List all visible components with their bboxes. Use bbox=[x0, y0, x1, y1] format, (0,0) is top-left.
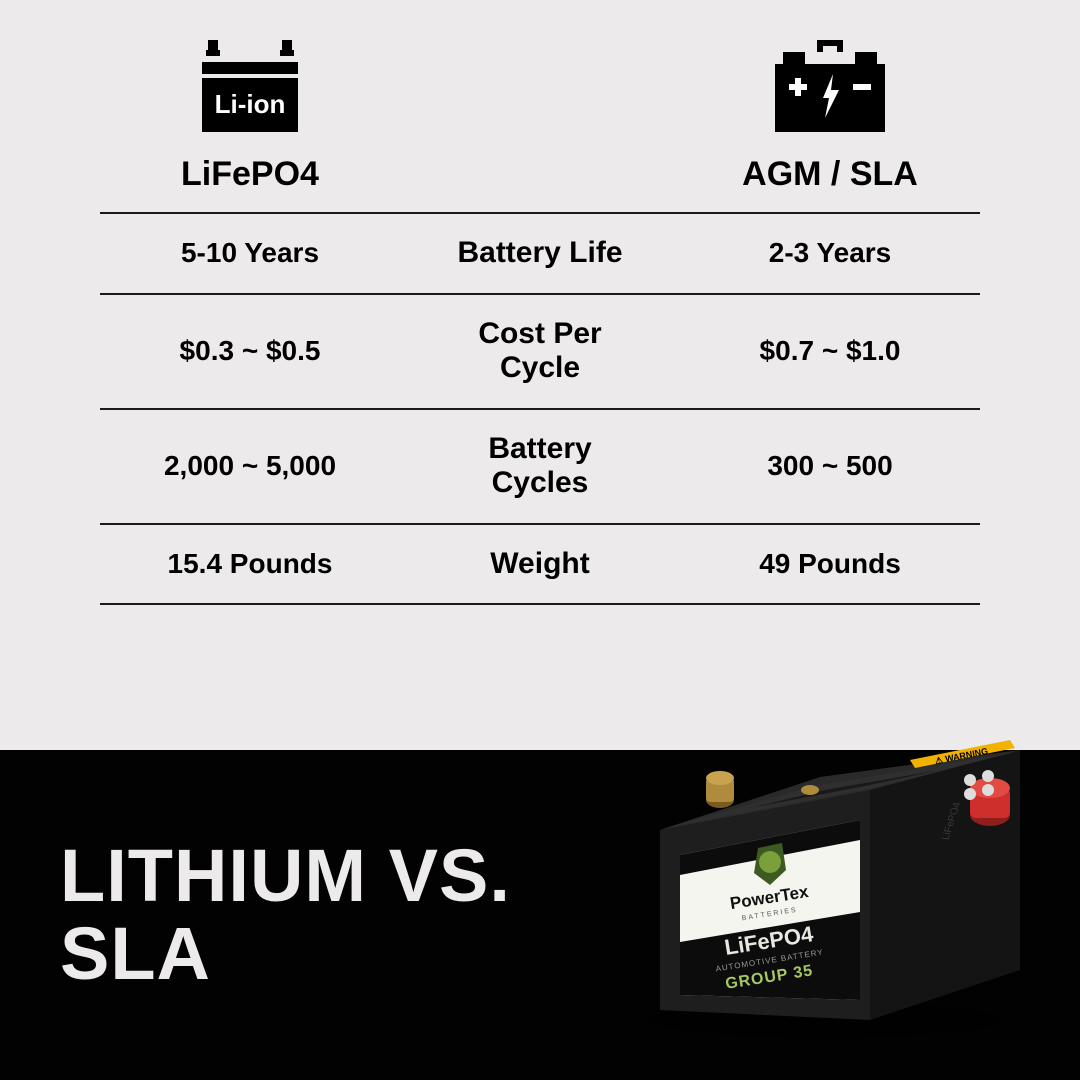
table-row: 15.4 Pounds Weight 49 Pounds bbox=[100, 523, 980, 606]
right-column-header: AGM / SLA bbox=[680, 40, 980, 194]
table-row: 5-10 Years Battery Life 2-3 Years bbox=[100, 212, 980, 293]
lithium-battery-icon: Li-ion bbox=[202, 40, 298, 137]
cell-left: 5-10 Years bbox=[100, 237, 400, 269]
cell-right: $0.7 ~ $1.0 bbox=[680, 335, 980, 367]
cell-left: 2,000 ~ 5,000 bbox=[100, 450, 400, 482]
table-row: 2,000 ~ 5,000 Battery Cycles 300 ~ 500 bbox=[100, 408, 980, 523]
cell-right: 300 ~ 500 bbox=[680, 450, 980, 482]
battery-product-image: ⚠ WARNING PowerTex BATTERIES LiFePO4 AUT… bbox=[610, 680, 1050, 1040]
cell-label: Weight bbox=[400, 547, 680, 582]
right-header-label: AGM / SLA bbox=[742, 155, 918, 194]
cell-label: Battery Life bbox=[400, 236, 680, 271]
table-row: $0.3 ~ $0.5 Cost Per Cycle $0.7 ~ $1.0 bbox=[100, 293, 980, 408]
car-battery-icon bbox=[775, 40, 885, 137]
cell-left: $0.3 ~ $0.5 bbox=[100, 335, 400, 367]
cell-label: Cost Per Cycle bbox=[400, 317, 680, 386]
cell-label: Battery Cycles bbox=[400, 432, 680, 501]
cell-left: 15.4 Pounds bbox=[100, 548, 400, 580]
svg-text:Li-ion: Li-ion bbox=[215, 89, 286, 119]
page-title: LITHIUM VS. SLA bbox=[60, 837, 511, 992]
cell-right: 49 Pounds bbox=[680, 548, 980, 580]
comparison-table: 5-10 Years Battery Life 2-3 Years $0.3 ~… bbox=[100, 212, 980, 605]
comparison-section: Li-ion LiFePO4 AGM bbox=[0, 0, 1080, 605]
left-header-label: LiFePO4 bbox=[181, 155, 319, 194]
cell-right: 2-3 Years bbox=[680, 237, 980, 269]
left-column-header: Li-ion LiFePO4 bbox=[100, 40, 400, 194]
column-headers: Li-ion LiFePO4 AGM bbox=[100, 40, 980, 194]
